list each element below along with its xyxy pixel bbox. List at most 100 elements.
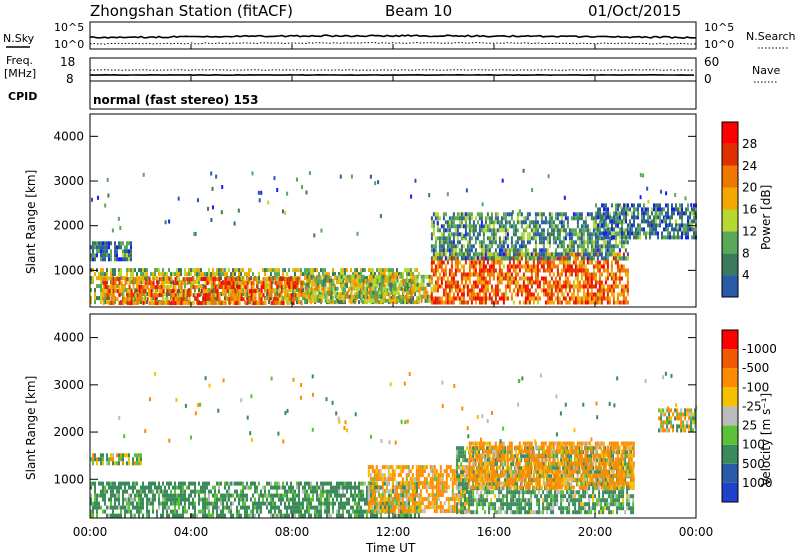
range-cell bbox=[615, 261, 617, 265]
range-cell bbox=[593, 252, 595, 256]
range-cell bbox=[106, 253, 108, 257]
range-cell bbox=[342, 514, 344, 518]
range-cell bbox=[473, 273, 475, 277]
range-cell bbox=[110, 482, 112, 486]
range-cell bbox=[521, 277, 523, 281]
range-cell bbox=[597, 235, 599, 239]
range-cell bbox=[132, 482, 134, 486]
range-cell bbox=[122, 453, 124, 457]
range-cell bbox=[244, 272, 246, 276]
range-cell bbox=[489, 236, 491, 240]
range-cell bbox=[579, 301, 581, 305]
range-cell bbox=[683, 231, 685, 235]
range-cell bbox=[126, 498, 128, 502]
range-cell bbox=[467, 216, 469, 220]
range-cell bbox=[587, 240, 589, 244]
range-cell bbox=[587, 236, 589, 240]
range-cell bbox=[591, 240, 593, 244]
range-cell bbox=[239, 281, 241, 285]
range-cell bbox=[573, 261, 575, 265]
range-cell bbox=[531, 220, 533, 224]
range-cell bbox=[354, 502, 356, 506]
range-cell bbox=[331, 287, 333, 291]
range-cell bbox=[320, 486, 322, 490]
range-cell bbox=[581, 240, 583, 244]
range-cell bbox=[242, 502, 244, 506]
range-cell bbox=[457, 261, 459, 265]
range-cell bbox=[318, 502, 320, 506]
range-cell bbox=[174, 502, 176, 506]
range-cell bbox=[324, 510, 326, 514]
range-cell bbox=[364, 268, 366, 272]
range-cell bbox=[308, 486, 310, 490]
range-cell bbox=[653, 231, 655, 235]
range-cell bbox=[461, 248, 463, 252]
range-cell bbox=[124, 506, 126, 510]
range-cell bbox=[112, 494, 114, 498]
range-cell bbox=[567, 252, 569, 256]
range-cell bbox=[277, 301, 279, 305]
range-cell bbox=[180, 498, 182, 502]
range-cell bbox=[483, 277, 485, 281]
range-cell bbox=[328, 482, 330, 486]
range-cell bbox=[587, 244, 589, 248]
range-cell bbox=[611, 293, 613, 297]
range-cell bbox=[543, 277, 545, 281]
range-cell bbox=[204, 482, 206, 486]
range-cell bbox=[485, 269, 487, 273]
range-cell bbox=[154, 494, 156, 498]
range-cell bbox=[673, 207, 675, 211]
range-cell bbox=[505, 285, 507, 289]
range-cell bbox=[599, 261, 601, 265]
range-cell bbox=[184, 498, 186, 502]
power-y-axis-label: Slant Range [km] bbox=[24, 170, 38, 274]
range-cell bbox=[619, 240, 621, 244]
range-cell bbox=[160, 514, 162, 518]
range-cell bbox=[226, 272, 228, 276]
range-cell bbox=[138, 494, 140, 498]
range-cell bbox=[360, 514, 362, 518]
range-cell bbox=[553, 285, 555, 289]
range-cell bbox=[100, 249, 102, 253]
range-cell bbox=[441, 224, 443, 228]
range-cell bbox=[322, 482, 324, 486]
range-cell bbox=[577, 293, 579, 297]
range-cell bbox=[599, 207, 601, 211]
range-cell bbox=[679, 227, 681, 231]
range-cell bbox=[211, 293, 213, 297]
range-cell bbox=[613, 235, 615, 239]
range-cell bbox=[455, 281, 457, 285]
range-cell bbox=[625, 231, 627, 235]
range-cell bbox=[445, 248, 447, 252]
range-cell bbox=[513, 281, 515, 285]
range-cell bbox=[623, 203, 625, 207]
range-cell bbox=[141, 285, 143, 289]
range-cell bbox=[387, 283, 389, 287]
range-cell bbox=[274, 494, 276, 498]
range-cell bbox=[251, 281, 253, 285]
range-cell bbox=[579, 244, 581, 248]
range-cell bbox=[350, 268, 352, 272]
range-cell bbox=[227, 297, 229, 301]
range-cell bbox=[304, 486, 306, 490]
range-cell bbox=[441, 256, 443, 260]
range-cell bbox=[168, 514, 170, 518]
range-cell bbox=[340, 506, 342, 510]
range-cell bbox=[607, 252, 609, 256]
range-cell bbox=[467, 289, 469, 293]
range-cell bbox=[613, 289, 615, 293]
range-cell bbox=[499, 236, 501, 240]
range-cell bbox=[145, 281, 147, 285]
range-cell bbox=[429, 299, 431, 303]
range-cell bbox=[581, 252, 583, 256]
range-cell bbox=[577, 297, 579, 301]
range-cell bbox=[573, 289, 575, 293]
range-cell bbox=[571, 265, 573, 269]
range-cell bbox=[282, 498, 284, 502]
range-cell bbox=[203, 297, 205, 301]
range-cell bbox=[559, 256, 561, 260]
range-cell bbox=[269, 285, 271, 289]
range-cell bbox=[507, 273, 509, 277]
range-cell bbox=[150, 482, 152, 486]
range-cell bbox=[209, 301, 211, 305]
